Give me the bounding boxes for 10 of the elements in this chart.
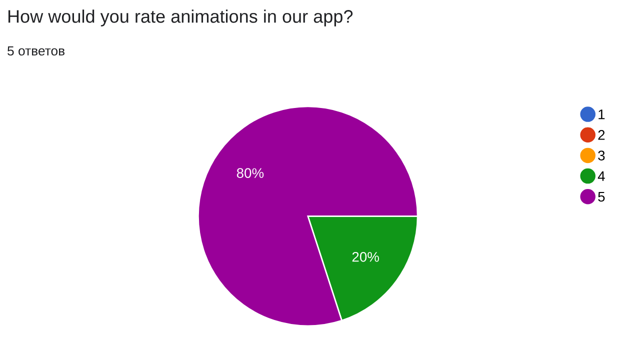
chart-title: How would you rate animations in our app? <box>8 10 353 26</box>
legend-label: 3 <box>598 150 605 160</box>
data-label: 80% <box>236 168 264 178</box>
data-label: 20% <box>352 252 379 262</box>
pie-slice <box>197 106 418 327</box>
text: 5 ответов <box>8 46 65 56</box>
legend-label: 2 <box>598 130 605 140</box>
legend-label: 1 <box>598 110 605 120</box>
legend-label: 5 <box>598 192 605 202</box>
legend-label: 4 <box>598 171 605 181</box>
